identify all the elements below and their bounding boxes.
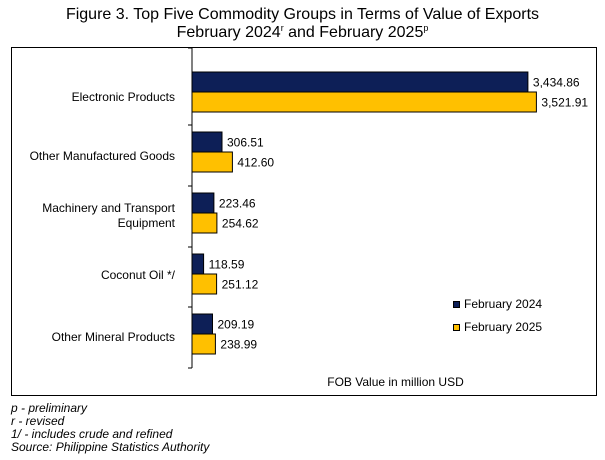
legend-item-february-2025: February 2025	[453, 320, 542, 335]
data-label-february-2025-coconut-oil: 251.12	[222, 278, 259, 292]
bar-chart: 3,434.86 3,521.91 306.51 412.60 223.46 254.62…	[188, 48, 588, 369]
data-label-february-2024-electronic-products: 3,434.86	[533, 76, 580, 90]
revised-superscript: r	[280, 23, 284, 33]
data-label-february-2024-other-mineral-products: 209.19	[218, 318, 255, 332]
data-label-february-2025-other-mineral-products: 238.99	[220, 338, 257, 352]
bar-february-2024-other-manufactured-goods	[191, 131, 223, 153]
category-label-coconut-oil: Coconut Oil */	[100, 268, 175, 282]
bar-february-2025-coconut-oil	[191, 273, 218, 295]
data-label-february-2024-machinery-and-transport-equipment: 223.46	[219, 197, 256, 211]
data-label-february-2025-electronic-products: 3,521.91	[541, 96, 588, 110]
bar-february-2024-machinery-and-transport-equipment	[191, 192, 215, 214]
bar-february-2025-other-mineral-products	[191, 333, 216, 355]
subtitle-part-1: February 2024	[176, 24, 281, 41]
note-source: Source: Philippine Statistics Authority	[11, 440, 210, 454]
bar-february-2024-electronic-products	[191, 71, 529, 93]
chart-subtitle: February 2024r and February 2025p	[0, 23, 605, 42]
legend-label-february-2025: February 2025	[464, 320, 543, 334]
bar-february-2025-other-manufactured-goods	[191, 151, 233, 173]
data-label-february-2025-other-manufactured-goods: 412.60	[237, 156, 274, 170]
legend-swatch-february-2024	[453, 301, 460, 308]
note-includes: 1/ - includes crude and refined	[11, 427, 173, 441]
category-label-other-mineral-products: Other Mineral Products	[51, 330, 175, 344]
bar-february-2024-other-mineral-products	[191, 313, 213, 335]
category-label-machinery-transport: Machinery and Transport Equipment	[42, 201, 175, 230]
legend-label-february-2024: February 2024	[464, 297, 543, 311]
data-label-february-2024-coconut-oil: 118.59	[209, 258, 245, 272]
bar-february-2025-machinery-and-transport-equipment	[191, 212, 218, 234]
chart-title-text: Figure 3. Top Five Commodity Groups in T…	[65, 6, 540, 23]
legend-swatch-february-2025	[453, 324, 460, 331]
bar-february-2025-electronic-products	[191, 91, 537, 113]
chart-title: Figure 3. Top Five Commodity Groups in T…	[0, 5, 605, 24]
bar-february-2024-coconut-oil	[191, 253, 205, 275]
chart-frame: 3,434.86 3,521.91 306.51 412.60 223.46 254.62…	[11, 47, 597, 396]
data-label-february-2025-machinery-and-transport-equipment: 254.62	[222, 217, 259, 231]
preliminary-superscript: p	[423, 23, 429, 33]
note-revised: r - revised	[11, 414, 65, 428]
x-axis-title: FOB Value in million USD	[327, 375, 464, 389]
note-preliminary: p - preliminary	[11, 401, 88, 415]
data-label-february-2024-other-manufactured-goods: 306.51	[227, 136, 264, 150]
legend-item-february-2024: February 2024	[453, 297, 542, 312]
subtitle-part-2: and February 2025	[283, 24, 424, 41]
category-label-other-manufactured-goods: Other Manufactured Goods	[29, 149, 175, 163]
category-label-electronic-products: Electronic Products	[71, 90, 175, 104]
